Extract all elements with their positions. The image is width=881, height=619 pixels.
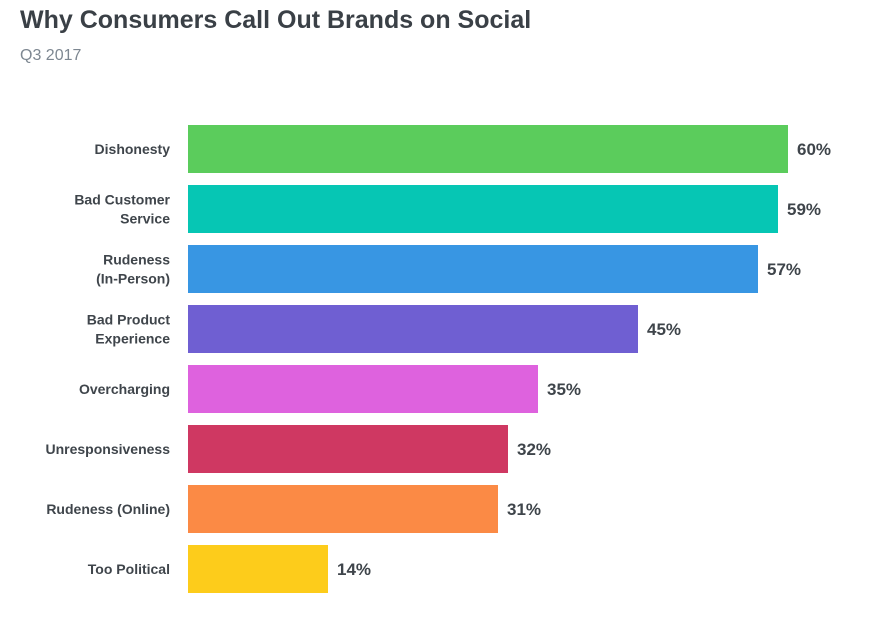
chart-title: Why Consumers Call Out Brands on Social: [20, 6, 532, 34]
category-label: Rudeness (Online): [46, 501, 170, 517]
category-label: Too Political: [88, 561, 170, 577]
bar: [188, 545, 328, 593]
bar: [188, 245, 758, 293]
chart-subtitle: Q3 2017: [20, 47, 82, 64]
data-label: 45%: [647, 320, 681, 339]
data-label: 14%: [337, 560, 371, 579]
category-label: Dishonesty: [95, 141, 171, 157]
bar: [188, 305, 638, 353]
bar: [188, 125, 788, 173]
category-label: Unresponsiveness: [46, 441, 171, 457]
data-label: 31%: [507, 500, 541, 519]
bar: [188, 425, 508, 473]
data-label: 32%: [517, 440, 551, 459]
category-label: Bad Product Experience: [87, 312, 171, 347]
category-label: Bad Customer Service: [74, 192, 170, 227]
bar: [188, 485, 498, 533]
bar: [188, 185, 778, 233]
bar: [188, 365, 538, 413]
category-label: Overcharging: [79, 381, 170, 397]
data-label: 59%: [787, 200, 821, 219]
data-label: 35%: [547, 380, 581, 399]
data-label: 60%: [797, 140, 831, 159]
category-label: Rudeness (In-Person): [96, 252, 170, 287]
data-label: 57%: [767, 260, 801, 279]
